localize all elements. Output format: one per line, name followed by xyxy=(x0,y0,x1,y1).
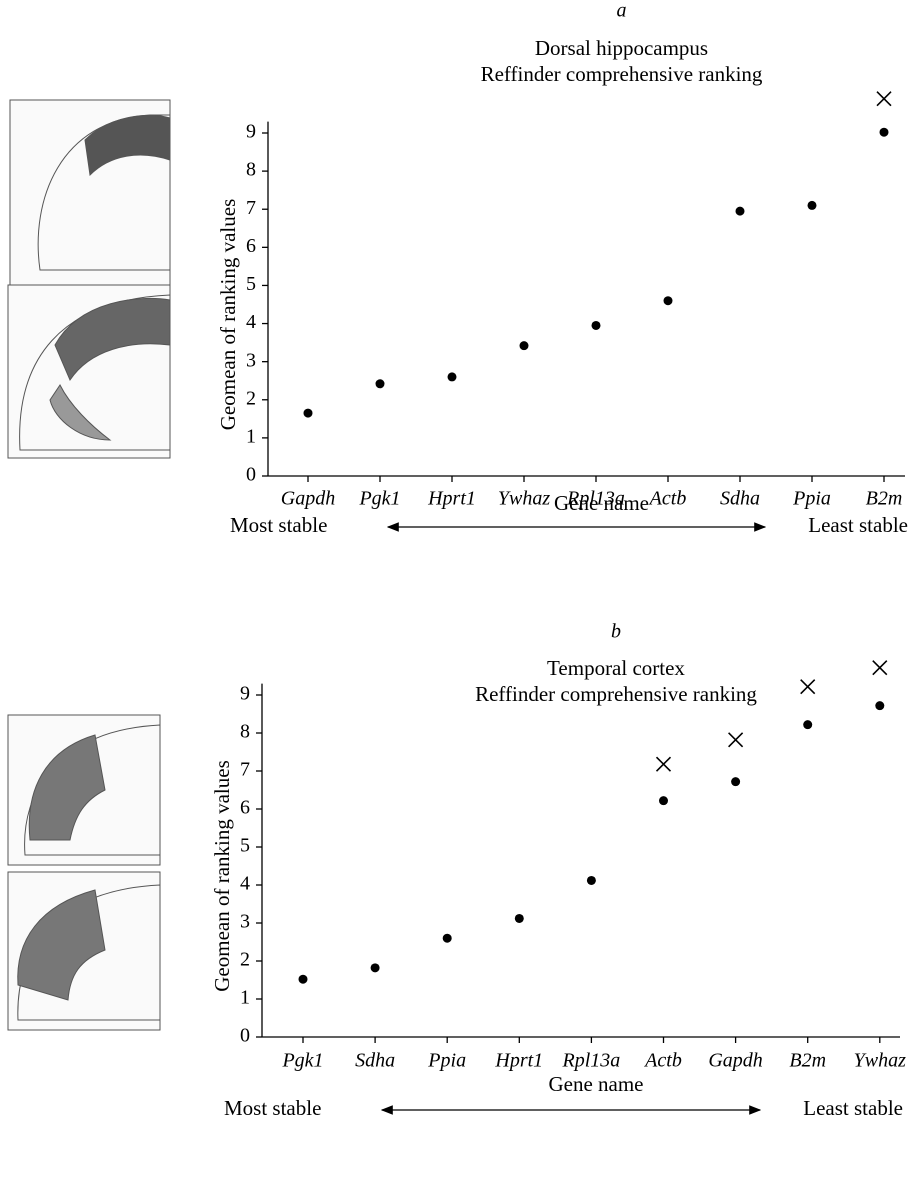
y-tick-label: 8 xyxy=(240,721,250,743)
y-tick-label: 1 xyxy=(246,425,256,447)
x-tick-label: Rpl13a xyxy=(562,1050,621,1072)
x-tick-label: Rpl13a xyxy=(566,488,625,510)
x-tick-label: Ppia xyxy=(427,1050,466,1072)
x-tick-label: Ppia xyxy=(792,488,831,510)
y-tick-label: 2 xyxy=(246,387,256,409)
y-tick-label: 2 xyxy=(240,949,250,971)
y-tick-label: 6 xyxy=(246,235,256,257)
stability-right: Least stable xyxy=(808,513,908,537)
x-tick-label: Gapdh xyxy=(281,488,335,510)
point xyxy=(659,796,668,806)
point xyxy=(731,777,741,787)
cross-mark xyxy=(800,679,816,695)
y-tick-label: 3 xyxy=(246,349,256,371)
point xyxy=(447,372,457,382)
point xyxy=(875,701,885,711)
stability-left: Most stable xyxy=(224,1096,321,1120)
x-tick-label: Pgk1 xyxy=(358,488,400,510)
stability-left: Most stable xyxy=(230,513,327,537)
x-tick-label: Pgk1 xyxy=(281,1050,323,1072)
point xyxy=(663,296,673,306)
chart-title: Reffinder comprehensive ranking xyxy=(475,682,757,706)
chart-title: Reffinder comprehensive ranking xyxy=(481,62,763,86)
x-tick-label: Actb xyxy=(643,1050,682,1072)
y-tick-label: 7 xyxy=(246,197,256,219)
y-tick-label: 9 xyxy=(240,683,250,705)
x-tick-label: Sdha xyxy=(720,488,760,510)
x-tick-label: B2m xyxy=(866,488,903,510)
atlas-image xyxy=(7,99,171,1031)
point xyxy=(298,974,308,984)
y-tick-label: 5 xyxy=(240,835,250,857)
point xyxy=(519,341,529,351)
x-tick-label: Hprt1 xyxy=(494,1050,543,1072)
point xyxy=(879,127,889,137)
cross-mark xyxy=(876,91,892,107)
chart-title: Temporal cortex xyxy=(547,656,685,680)
y-tick-label: 5 xyxy=(246,273,256,295)
y-tick-label: 4 xyxy=(240,873,250,895)
point xyxy=(514,913,524,923)
x-tick-label: Sdha xyxy=(355,1050,395,1072)
cross-mark xyxy=(655,756,672,772)
y-tick-label: 0 xyxy=(246,464,256,486)
y-tick-label: 4 xyxy=(246,311,256,333)
point xyxy=(442,933,452,943)
y-tick-label: 1 xyxy=(240,987,250,1009)
x-tick-label: Hprt1 xyxy=(427,488,476,510)
x-tick-label: B2m xyxy=(789,1050,826,1072)
x-axis-label: Gene name xyxy=(554,491,649,515)
stability-right: Least stable xyxy=(803,1096,903,1120)
point xyxy=(735,206,745,216)
chart-title: Dorsal hippocampus xyxy=(535,36,708,60)
cross-mark xyxy=(728,732,744,748)
y-tick-label: 7 xyxy=(240,759,250,781)
x-tick-label: Ywhaz xyxy=(498,488,550,510)
y-tick-label: 0 xyxy=(240,1025,250,1047)
y-tick-label: 6 xyxy=(240,797,250,819)
panel-label: b xyxy=(611,621,621,643)
point xyxy=(591,320,601,330)
y-axis-label: Geomean of ranking values xyxy=(210,760,234,992)
x-tick-label: Gapdh xyxy=(708,1050,762,1072)
point xyxy=(375,379,385,389)
point xyxy=(803,720,813,730)
y-axis-label: Geomean of ranking values xyxy=(216,199,240,431)
cross-mark xyxy=(872,660,888,676)
y-tick-label: 9 xyxy=(246,121,256,143)
y-tick-label: 8 xyxy=(246,159,256,181)
point xyxy=(370,963,380,973)
panel-label: a xyxy=(617,0,627,22)
x-tick-label: Ywhaz xyxy=(854,1050,906,1072)
point xyxy=(586,875,596,885)
x-tick-label: Actb xyxy=(648,488,687,510)
y-tick-label: 3 xyxy=(240,911,250,933)
point xyxy=(807,200,817,210)
x-axis-label: Gene name xyxy=(548,1072,643,1096)
point xyxy=(303,408,313,418)
